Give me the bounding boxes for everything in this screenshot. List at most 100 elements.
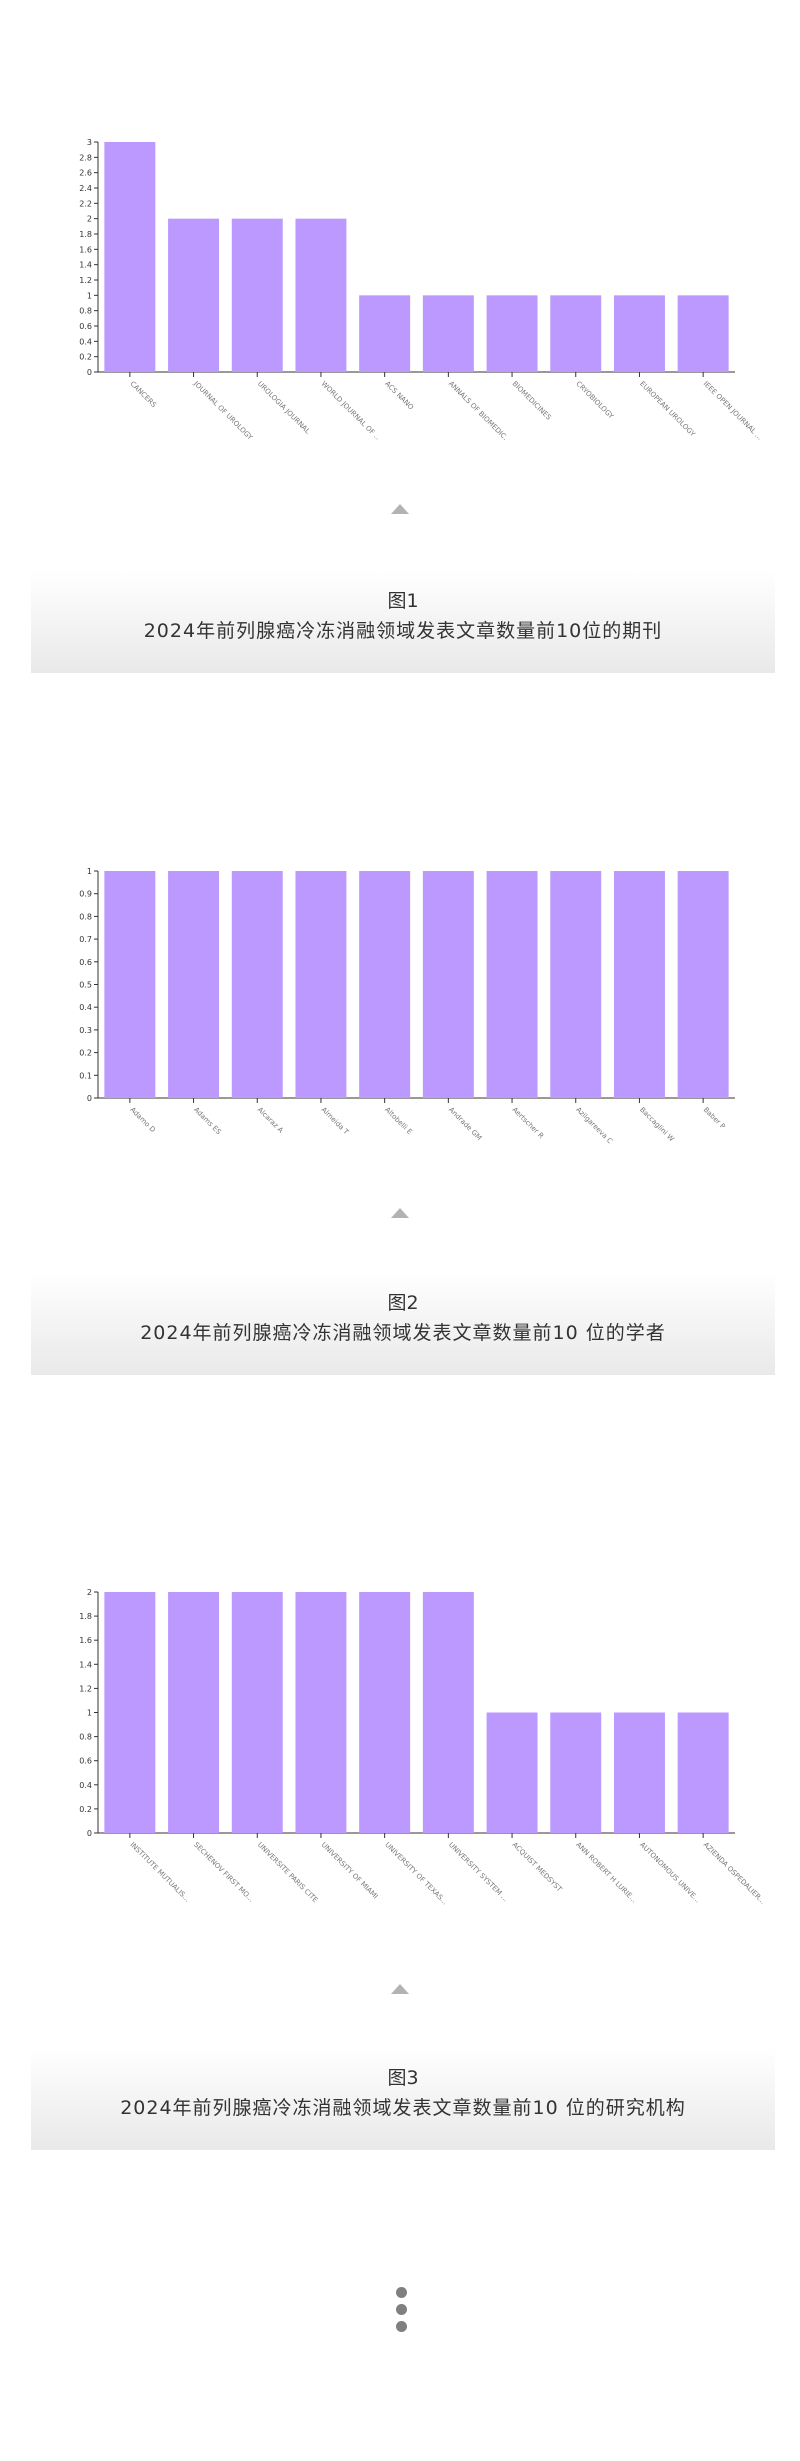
bar xyxy=(486,871,538,1098)
x-tick-label: EUROPEAN UROLOGY xyxy=(638,380,697,439)
figure-caption-1: 图1 2024年前列腺癌冷冻消融领域发表文章数量前10位的期刊 xyxy=(31,570,775,673)
x-tick-label: ACS NANO xyxy=(383,380,415,412)
x-tick-label: Adamo D xyxy=(128,1106,156,1134)
x-tick-label: UNIVERSITY SYSTEM ... xyxy=(447,1841,510,1904)
x-tick-label: SECHENOV FIRST MO... xyxy=(192,1841,255,1904)
y-tick-label: 0.4 xyxy=(79,337,92,346)
x-tick-label: UROLOGIA JOURNAL xyxy=(256,380,312,436)
bar xyxy=(231,218,283,372)
y-tick-label: 1 xyxy=(87,291,92,300)
y-tick-label: 0.8 xyxy=(79,1733,92,1742)
x-tick-label: Andrade GM xyxy=(447,1106,483,1142)
figure-number: 图1 xyxy=(387,590,419,612)
y-tick-label: 3 xyxy=(87,138,92,147)
y-tick-label: 0.2 xyxy=(79,1049,92,1058)
bar xyxy=(359,871,411,1098)
x-tick-label: UNIVERSITY OF TEXAS... xyxy=(383,1841,449,1907)
bar xyxy=(295,871,347,1098)
x-tick-label: ANN ROBERT H LURIE... xyxy=(574,1841,638,1905)
y-tick-label: 1.8 xyxy=(79,230,92,239)
x-tick-label: ACQUIST MEDSYST xyxy=(511,1841,564,1894)
x-tick-label: CRYOBIOLOGY xyxy=(574,380,615,421)
bar xyxy=(550,295,602,372)
y-tick-label: 0.6 xyxy=(79,322,92,331)
y-tick-label: 0.2 xyxy=(79,353,92,362)
bar xyxy=(677,871,729,1098)
bar xyxy=(104,142,156,372)
bar xyxy=(231,1592,283,1833)
bar xyxy=(295,1592,347,1833)
y-tick-label: 0.6 xyxy=(79,958,92,967)
figure-title: 2024年前列腺癌冷冻消融领域发表文章数量前10 位的研究机构 xyxy=(120,2097,686,2119)
y-tick-label: 0.4 xyxy=(79,1003,92,1012)
x-tick-label: ANNALS OF BIOMEDIC... xyxy=(447,380,512,440)
figure-number: 图2 xyxy=(387,1292,419,1314)
y-tick-label: 2.2 xyxy=(79,199,92,208)
figure-caption-2: 图2 2024年前列腺癌冷冻消融领域发表文章数量前10 位的学者 xyxy=(31,1272,775,1375)
bar xyxy=(359,295,411,372)
y-tick-label: 0.8 xyxy=(79,912,92,921)
y-tick-label: 1.2 xyxy=(79,1684,92,1693)
x-tick-label: UNIVERSITY OF MIAMI xyxy=(320,1841,380,1901)
collapse-arrow-icon[interactable] xyxy=(391,1984,409,1994)
figure-title: 2024年前列腺癌冷冻消融领域发表文章数量前10位的期刊 xyxy=(143,620,663,642)
figure-title: 2024年前列腺癌冷冻消融领域发表文章数量前10 位的学者 xyxy=(140,1322,666,1344)
x-tick-label: UNIVERSITE PARIS CITE xyxy=(256,1841,319,1904)
bar xyxy=(613,295,665,372)
y-tick-label: 1.8 xyxy=(79,1612,92,1621)
y-tick-label: 1 xyxy=(87,1709,92,1718)
x-tick-label: Aertscher R xyxy=(511,1106,546,1141)
y-tick-label: 1.4 xyxy=(79,1660,92,1669)
collapse-arrow-icon[interactable] xyxy=(391,504,409,514)
x-tick-label: Altobelli E xyxy=(383,1106,413,1136)
y-tick-label: 1.4 xyxy=(79,261,92,270)
y-tick-label: 0.4 xyxy=(79,1781,92,1790)
y-tick-label: 0.1 xyxy=(79,1071,92,1080)
collapse-arrow-icon[interactable] xyxy=(391,1208,409,1218)
x-tick-label: CANCERS xyxy=(128,380,158,410)
bar xyxy=(104,871,156,1098)
y-tick-label: 2.8 xyxy=(79,153,92,162)
y-tick-label: 0 xyxy=(87,1094,92,1103)
bar xyxy=(168,218,220,372)
x-tick-label: BIOMEDICINES xyxy=(511,380,553,422)
bar xyxy=(550,871,602,1098)
x-tick-label: Alcaraz A xyxy=(256,1106,285,1135)
bar xyxy=(486,295,538,372)
y-tick-label: 1.6 xyxy=(79,1636,92,1645)
chart-authors: 0 0.1 0.2 0.3 0.4 0.5 0.6 0.7 0.8 0.9 1 Adamo D Adam… xyxy=(79,867,735,1146)
chart-journals: 0 0.2 0.4 0.6 0.8 1 1.2 1.4 1.6 1.8 2 2.2 2.4 2.6 2.8 3… xyxy=(79,138,763,440)
bar xyxy=(359,1592,411,1833)
y-tick-label: 0.5 xyxy=(79,981,92,990)
x-tick-label: Baccaglini W xyxy=(638,1106,675,1143)
bar xyxy=(550,1712,602,1833)
bar xyxy=(104,1592,156,1833)
y-tick-label: 2 xyxy=(87,1588,92,1597)
bar xyxy=(422,871,474,1098)
y-tick-label: 0 xyxy=(87,1829,92,1838)
y-tick-label: 0 xyxy=(87,368,92,377)
y-tick-label: 1 xyxy=(87,867,92,876)
bar xyxy=(613,1712,665,1833)
x-tick-label: AUTONOMOUS UNIVE... xyxy=(638,1841,702,1905)
bar xyxy=(231,871,283,1098)
bar xyxy=(677,1712,729,1833)
bar xyxy=(613,871,665,1098)
y-tick-label: 2 xyxy=(87,215,92,224)
figure-number: 图3 xyxy=(387,2067,419,2089)
more-icon[interactable] xyxy=(396,2287,407,2338)
y-tick-label: 1.6 xyxy=(79,245,92,254)
bar xyxy=(422,295,474,372)
figure-caption-3: 图3 2024年前列腺癌冷冻消融领域发表文章数量前10 位的研究机构 xyxy=(31,2047,775,2150)
bar xyxy=(168,1592,220,1833)
x-tick-label: WORLD JOURNAL OF ... xyxy=(320,380,383,440)
x-tick-label: INSTITUTE MUTUALIS... xyxy=(128,1841,191,1904)
x-tick-label: JOURNAL OF UROLOGY xyxy=(191,379,254,440)
x-tick-label: Azilgareeva C xyxy=(574,1106,614,1146)
y-tick-label: 1.2 xyxy=(79,276,92,285)
x-tick-label: Almeida T xyxy=(320,1106,351,1137)
x-tick-label: AZIENDA OSPEDALIER... xyxy=(702,1841,767,1906)
y-tick-label: 0.7 xyxy=(79,935,92,944)
y-tick-label: 0.2 xyxy=(79,1805,92,1814)
y-tick-label: 2.6 xyxy=(79,169,92,178)
